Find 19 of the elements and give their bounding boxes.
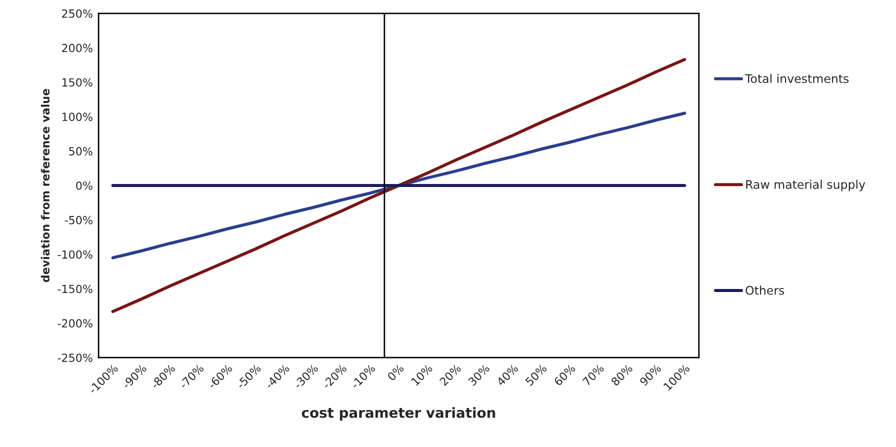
- y-tick-label: 100%: [62, 112, 92, 122]
- legend-label: Others: [746, 286, 784, 295]
- legend-label: Raw material supply: [746, 180, 866, 192]
- x-axis-title: cost parameter variation: [302, 407, 496, 421]
- y-tick-label: -100%: [58, 250, 92, 259]
- x-tick-label: 0%: [386, 364, 404, 382]
- line-series: [111, 58, 686, 314]
- y-tick-label: 250%: [62, 9, 92, 18]
- y-tick-label: 150%: [62, 78, 92, 87]
- legend-label: Total investments: [744, 74, 849, 84]
- y-tick-label: -200%: [58, 319, 92, 328]
- y-axis-title: deviation from reference value: [40, 88, 50, 282]
- y-tick-label: -150%: [58, 284, 92, 294]
- y-tick-label: 200%: [62, 44, 92, 52]
- y-tick-label: 50%: [69, 147, 92, 156]
- y-tick-label: -250%: [58, 354, 92, 362]
- y-tick-label: -50%: [64, 216, 92, 224]
- y-tick-label: 0%: [76, 181, 92, 190]
- line-series: [111, 112, 686, 260]
